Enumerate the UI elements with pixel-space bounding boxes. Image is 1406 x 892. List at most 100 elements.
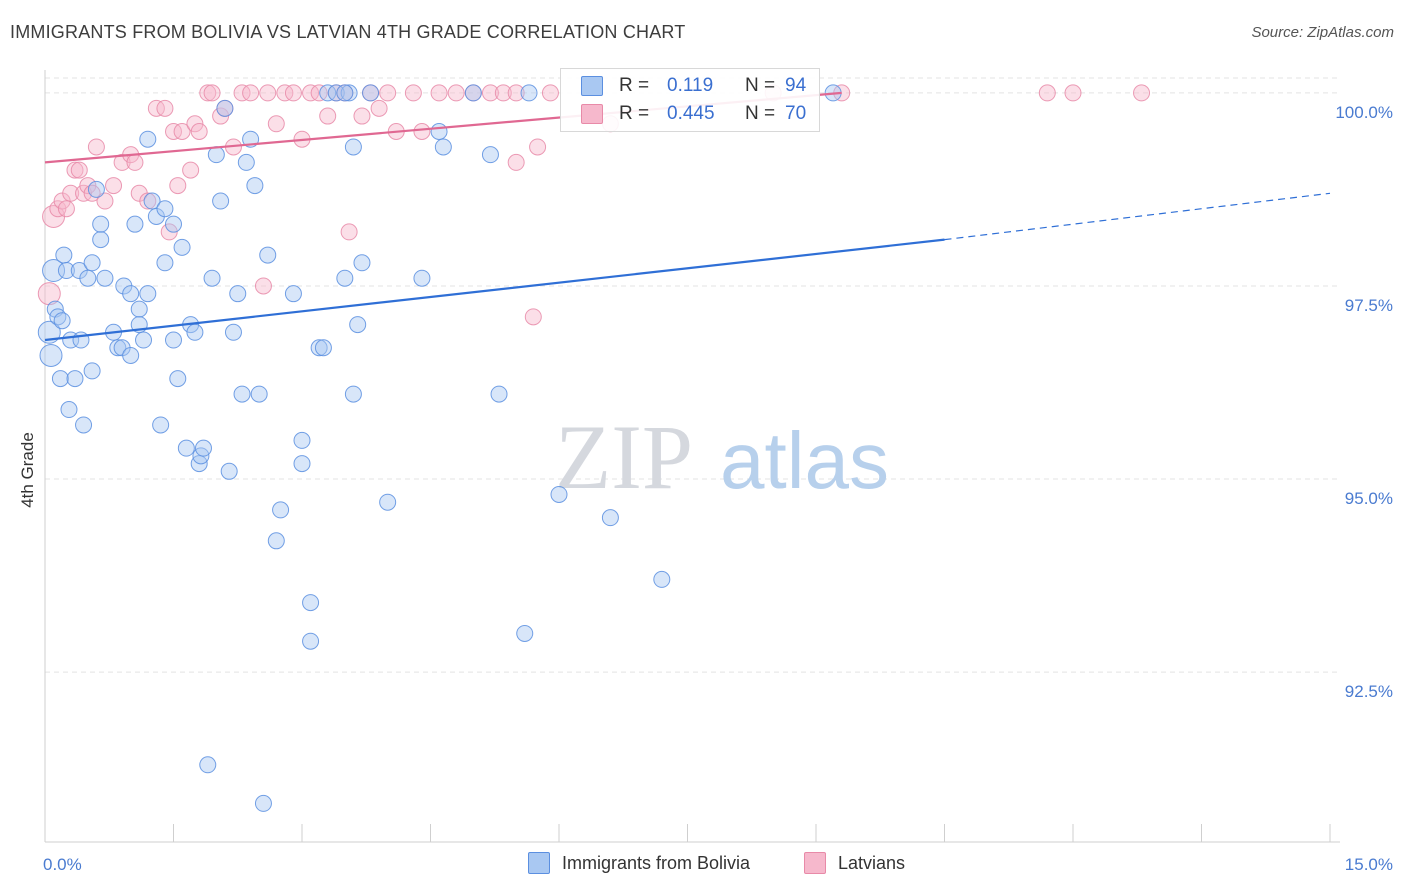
bolivia-point-91 [550, 485, 568, 503]
bolivia-point-83 [413, 269, 431, 287]
latvians-points [37, 84, 1151, 326]
bolivia-point-61 [250, 385, 268, 403]
bolivia-point-43 [177, 439, 195, 457]
latvians-point-20 [156, 99, 174, 117]
bolivia-point-6 [53, 312, 71, 330]
bolivia-point-31 [139, 285, 157, 303]
y-tick-label-0: 100.0% [1335, 103, 1393, 122]
n-value: 70 [785, 103, 807, 124]
latvians-point-12 [96, 192, 114, 210]
latvians-legend-swatch [804, 852, 826, 874]
latvians-point-19 [147, 99, 165, 117]
latvians-point-5 [62, 184, 80, 202]
chart-source: Source: ZipAtlas.com [1251, 24, 1394, 41]
legend-item-bolivia[interactable]: Immigrants from Bolivia [528, 852, 750, 874]
stats-legend: R = 0.119 N = 94 R = 0.445 N = 70 [560, 68, 820, 132]
bolivia-trend-extension [944, 192, 1331, 241]
latvians-point-58 [494, 84, 512, 102]
bolivia-point-57 [233, 385, 251, 403]
bolivia-point-69 [302, 632, 320, 650]
latvians-point-7 [70, 161, 88, 179]
bolivia-point-63 [267, 532, 285, 550]
latvians-point-41 [302, 84, 320, 102]
latvians-point-2 [49, 200, 67, 218]
bolivia-point-29 [130, 300, 148, 318]
bolivia-point-70 [310, 339, 328, 357]
latvians-point-27 [190, 123, 208, 141]
bolivia-point-79 [349, 316, 367, 334]
r-value: 0.445 [667, 103, 715, 124]
latvians-point-13 [105, 177, 123, 195]
bolivia-point-41 [169, 370, 187, 388]
bolivia-point-81 [362, 84, 380, 102]
latvians-point-67 [1038, 84, 1056, 102]
bolivia-point-45 [186, 323, 204, 341]
bolivia-point-28 [122, 285, 140, 303]
bolivia-point-20 [92, 215, 110, 233]
bolivia-point-26 [122, 346, 140, 364]
bolivia-point-67 [293, 455, 311, 473]
bolivia-point-92 [601, 509, 619, 527]
bolivia-point-64 [272, 501, 290, 519]
bolivia-point-62 [259, 246, 277, 264]
latvians-swatch [581, 104, 603, 124]
latvians-point-68 [1064, 84, 1082, 102]
bolivia-trend-line [44, 238, 945, 342]
bolivia-point-86 [464, 84, 482, 102]
bolivia-point-8 [57, 262, 75, 280]
watermark-zip: ZIP [555, 406, 693, 508]
bolivia-point-30 [135, 331, 153, 349]
bolivia-point-58 [237, 153, 255, 171]
latvians-point-60 [507, 84, 525, 102]
series-legend: Immigrants from Bolivia Latvians [0, 852, 1406, 876]
latvians-point-52 [404, 84, 422, 102]
legend-item-latvians[interactable]: Latvians [804, 852, 905, 874]
latvians-point-16 [126, 153, 144, 171]
bolivia-point-7 [55, 246, 73, 264]
latvians-point-49 [370, 99, 388, 117]
bolivia-point-56 [229, 285, 247, 303]
latvians-point-62 [529, 138, 547, 156]
bolivia-legend-label: Immigrants from Bolivia [562, 852, 751, 873]
bolivia-point-65 [284, 285, 302, 303]
bolivia-point-5 [51, 370, 69, 388]
latvians-point-8 [75, 184, 93, 202]
bolivia-point-18 [87, 180, 105, 198]
latvians-point-29 [203, 84, 221, 102]
bolivia-point-85 [434, 138, 452, 156]
y-tick-label-2: 95.0% [1345, 489, 1393, 508]
bolivia-point-53 [216, 99, 234, 117]
bolivia-legend-swatch [528, 852, 550, 874]
bolivia-point-49 [199, 756, 217, 774]
bolivia-point-78 [344, 138, 362, 156]
bolivia-points [37, 84, 842, 812]
x-tick-label-1: 15.0% [1345, 855, 1393, 874]
latvians-point-30 [212, 107, 230, 125]
bolivia-point-82 [379, 493, 397, 511]
y-tick-label-1: 97.5% [1345, 296, 1393, 315]
bolivia-point-19 [92, 231, 110, 249]
bolivia-point-39 [165, 331, 182, 349]
bolivia-point-51 [207, 146, 225, 164]
bolivia-point-80 [353, 254, 371, 272]
bolivia-point-89 [516, 624, 534, 642]
n-label: N = [745, 75, 776, 96]
bolivia-point-95 [254, 794, 272, 812]
latvians-point-21 [160, 223, 178, 241]
bolivia-point-88 [490, 385, 508, 403]
tick-labels: 100.0% 97.5% 95.0% 92.5% 0.0% 15.0% [43, 103, 1393, 874]
latvians-point-63 [541, 84, 559, 102]
latvians-point-53 [413, 123, 431, 141]
latvians-point-39 [284, 84, 302, 102]
latvians-point-18 [139, 192, 157, 210]
bolivia-point-71 [314, 339, 332, 357]
legend-row-bolivia: R = 0.119 N = 94 [581, 74, 806, 98]
legend-row-latvians: R = 0.445 N = 70 [581, 102, 806, 126]
bolivia-point-55 [224, 323, 242, 341]
bolivia-point-33 [139, 130, 157, 148]
bolivia-point-93 [653, 570, 671, 588]
latvians-point-28 [199, 84, 217, 102]
bolivia-point-60 [246, 177, 264, 195]
bolivia-point-9 [60, 401, 78, 419]
